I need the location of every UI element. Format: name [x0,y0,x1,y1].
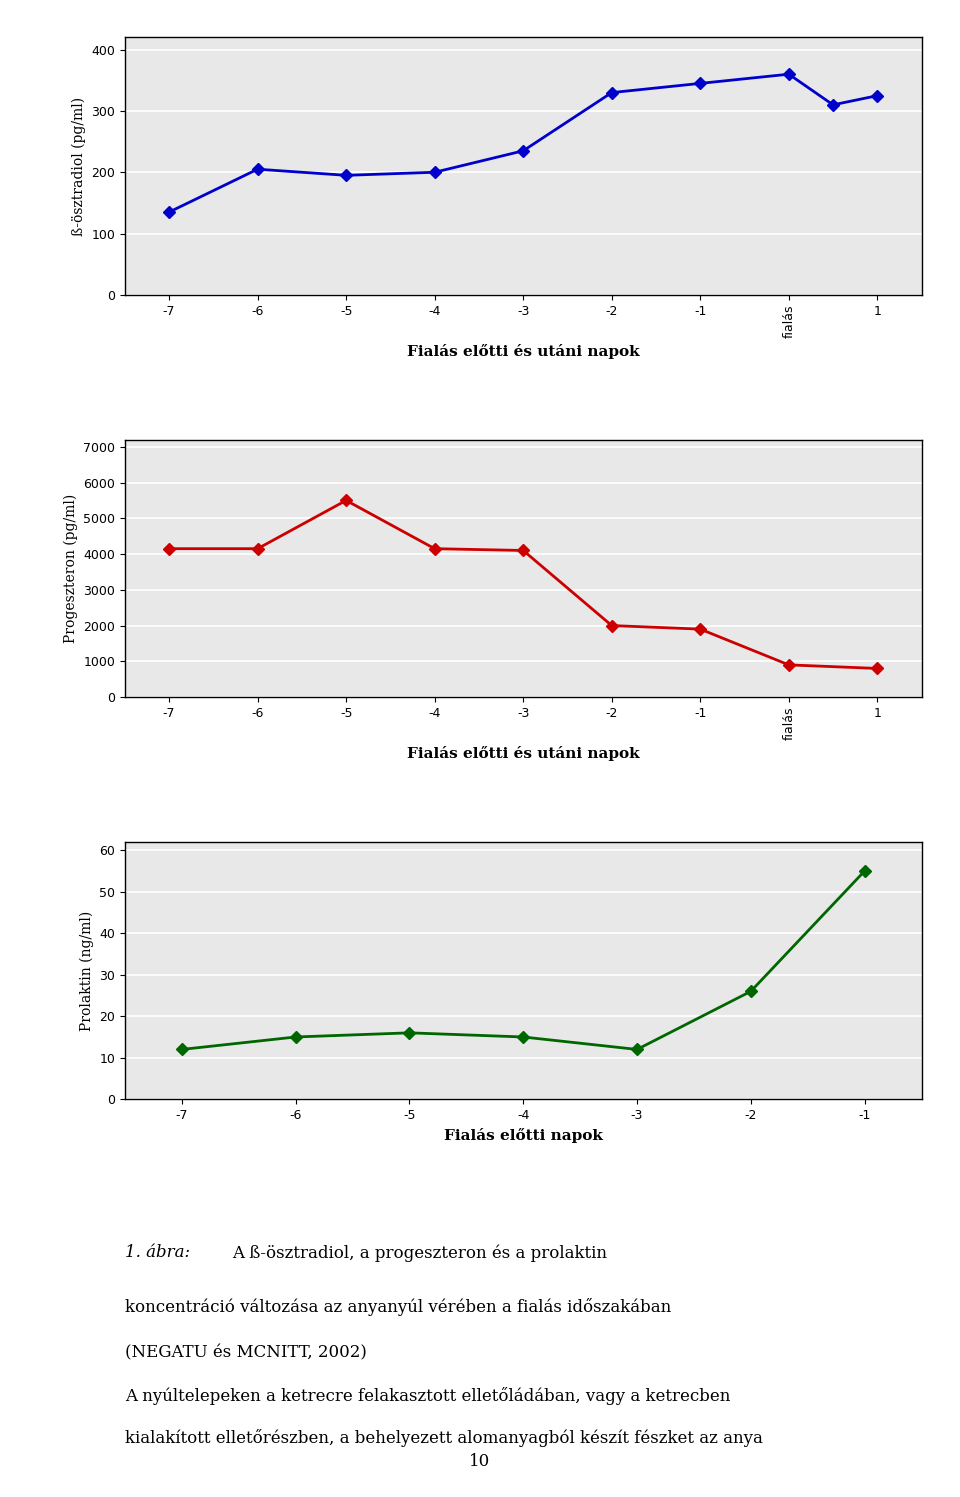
X-axis label: Fialás előtti napok: Fialás előtti napok [444,1127,603,1142]
X-axis label: Fialás előtti és utáni napok: Fialás előtti és utáni napok [407,746,639,760]
Text: koncentráció változása az anyanyúl vérében a fialás időszakában: koncentráció változása az anyanyúl véréb… [125,1298,671,1316]
Text: A nyúltelepeken a ketrecre felakasztott elletőládában, vagy a ketrecben: A nyúltelepeken a ketrecre felakasztott … [125,1386,731,1404]
Text: (NEGATU és MCNITT, 2002): (NEGATU és MCNITT, 2002) [125,1344,367,1361]
Y-axis label: Progeszteron (pg/ml): Progeszteron (pg/ml) [63,494,78,644]
Text: 1. ábra:: 1. ábra: [125,1244,190,1260]
Text: A ß-ösztradiol, a progeszteron és a prolaktin: A ß-ösztradiol, a progeszteron és a prol… [232,1244,608,1262]
Text: 10: 10 [469,1454,491,1470]
Text: kialakított elletőrészben, a behelyezett alomanyagból készít fészket az anya: kialakított elletőrészben, a behelyezett… [125,1430,762,1448]
Y-axis label: ß-ösztradiol (pg/ml): ß-ösztradiol (pg/ml) [71,97,85,235]
Y-axis label: Prolaktin (ng/ml): Prolaktin (ng/ml) [79,910,93,1030]
X-axis label: Fialás előtti és utáni napok: Fialás előtti és utáni napok [407,344,639,359]
